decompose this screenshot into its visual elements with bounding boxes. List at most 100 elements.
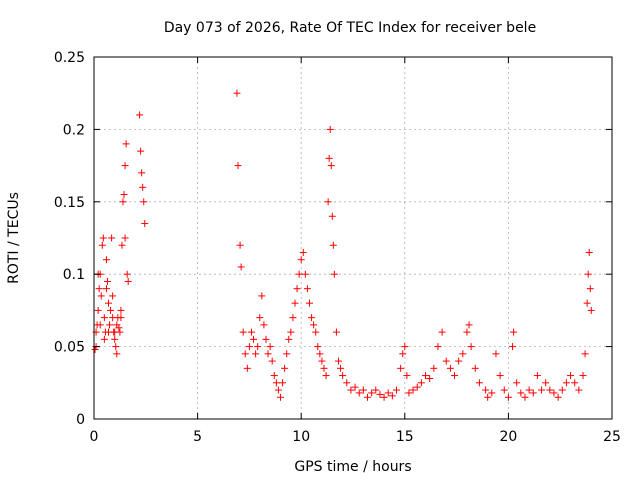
data-point [270, 372, 278, 380]
data-point [281, 364, 289, 372]
data-point [301, 270, 309, 278]
data-point [384, 389, 392, 397]
data-point [328, 212, 336, 220]
x-tick-label: 10 [292, 429, 310, 445]
data-point [327, 162, 335, 170]
data-point [413, 383, 421, 391]
data-point [554, 393, 562, 401]
data-point [584, 270, 592, 278]
x-tick-label: 15 [396, 429, 414, 445]
data-point [368, 389, 376, 397]
data-point [525, 386, 533, 394]
data-point [388, 392, 396, 400]
data-point [106, 321, 114, 329]
data-point [446, 364, 454, 372]
data-point [455, 357, 463, 365]
data-point [475, 379, 483, 387]
data-point [347, 386, 355, 394]
data-point [463, 328, 471, 336]
data-point [118, 241, 126, 249]
data-point [510, 328, 518, 336]
data-point [339, 372, 347, 380]
data-point [272, 379, 280, 387]
data-point [329, 241, 337, 249]
data-point [99, 234, 107, 242]
data-point [318, 357, 326, 365]
x-tick-label: 25 [603, 429, 621, 445]
data-point [397, 364, 405, 372]
data-point [562, 379, 570, 387]
data-point [471, 364, 479, 372]
data-point [102, 256, 110, 264]
data-point [325, 154, 333, 162]
data-point [115, 324, 123, 332]
data-point [105, 299, 113, 307]
data-point [256, 314, 264, 322]
data-point [376, 390, 384, 398]
data-point [250, 335, 258, 343]
data-point [310, 321, 318, 329]
data-point [266, 343, 274, 351]
data-point [438, 328, 446, 336]
data-point [252, 350, 260, 358]
data-point [111, 328, 119, 336]
data-point [108, 234, 116, 242]
data-point [465, 321, 473, 329]
data-point [140, 198, 148, 206]
data-point [322, 372, 330, 380]
data-point [355, 389, 363, 397]
data-point [234, 162, 242, 170]
data-point [243, 364, 251, 372]
y-axis: 0 0.05 0.1 0.15 0.2 0.25 [54, 50, 612, 428]
data-point [100, 314, 108, 322]
data-point [124, 277, 132, 285]
data-point [119, 198, 127, 206]
data-point [581, 350, 589, 358]
data-point [517, 389, 525, 397]
data-point [236, 241, 244, 249]
plot-frame [93, 56, 613, 420]
data-point [109, 292, 117, 300]
data-point [546, 386, 554, 394]
data-point [264, 350, 272, 358]
data-point [102, 285, 110, 293]
data-point [403, 372, 411, 380]
data-point [393, 386, 401, 394]
data-point [585, 248, 593, 256]
data-point [109, 314, 117, 322]
data-point [289, 314, 297, 322]
data-point [100, 335, 108, 343]
data-point [113, 350, 121, 358]
data-point [121, 162, 129, 170]
data-point [550, 389, 558, 397]
data-point [372, 386, 380, 394]
data-point [308, 314, 316, 322]
data-point [586, 285, 594, 293]
data-point [117, 306, 125, 314]
data-point [137, 147, 145, 155]
data-point [268, 357, 276, 365]
data-point [422, 372, 430, 380]
data-point [276, 393, 284, 401]
data-point [529, 389, 537, 397]
data-point [122, 140, 130, 148]
data-point [405, 389, 413, 397]
data-point [492, 350, 500, 358]
data-point [567, 372, 575, 380]
data-point [121, 234, 129, 242]
data-point [241, 350, 249, 358]
data-point [334, 357, 342, 365]
data-point [538, 386, 546, 394]
data-point [297, 256, 305, 264]
data-point [260, 321, 268, 329]
data-point [97, 292, 105, 300]
data-point [103, 277, 111, 285]
y-tick-label: 0.25 [54, 50, 85, 66]
data-point [482, 386, 490, 394]
grid-lines [94, 57, 612, 419]
data-point [274, 386, 282, 394]
data-point [305, 299, 313, 307]
data-point [343, 379, 351, 387]
data-point [320, 364, 328, 372]
